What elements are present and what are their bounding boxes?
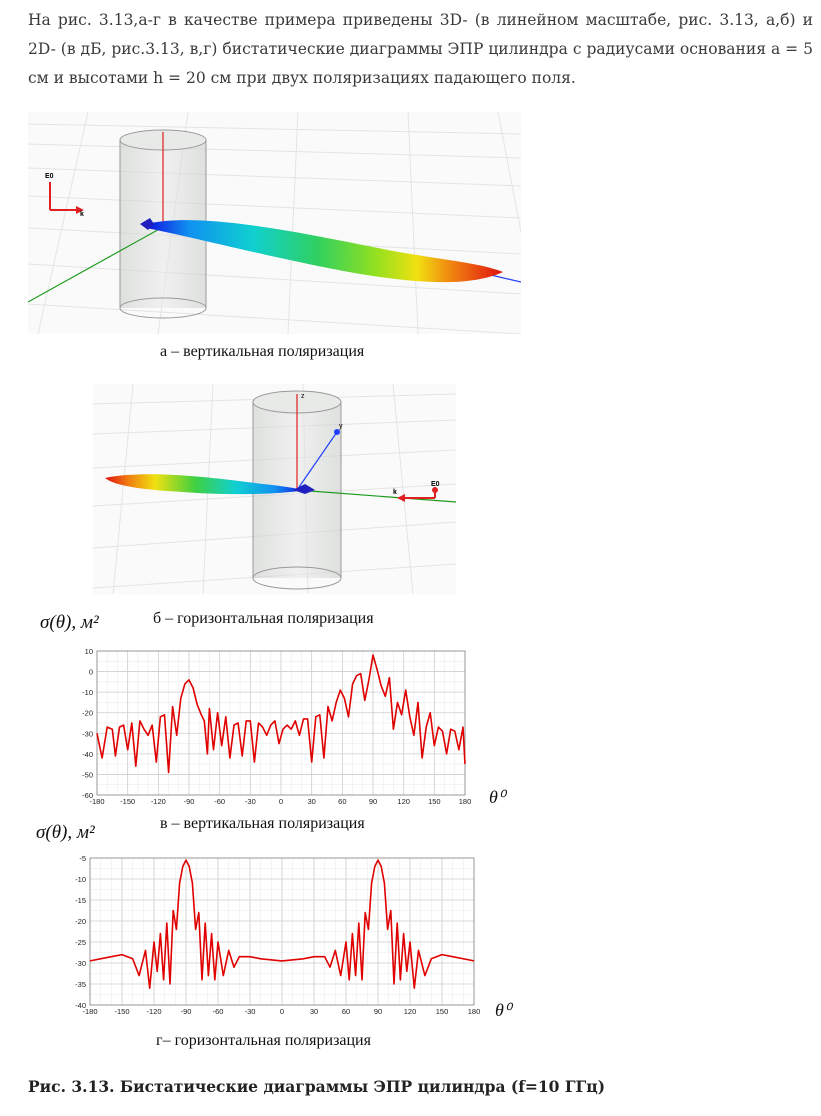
e0-k-axis-indicator: E0 k bbox=[45, 173, 84, 218]
chart-g-xtick-label: -60 bbox=[213, 1007, 224, 1016]
e0-label-b: E0 bbox=[431, 481, 440, 488]
chart-v-xlabel: θ⁰ bbox=[489, 787, 506, 807]
figure-b-3d-pattern: z y k E0 bbox=[93, 384, 456, 594]
chart-v-xtick-label: -90 bbox=[184, 797, 195, 806]
chart-v-xtick-label: 60 bbox=[338, 797, 346, 806]
figure-a-caption: а – вертикальная поляризация bbox=[160, 343, 365, 360]
chart-g-xtick-label: -30 bbox=[245, 1007, 256, 1016]
chart-v: -180 -150 -120 -90 -60 -30 0 30 60 90 120 150 180 10 0… bbox=[82, 647, 472, 806]
chart-v-ytick-label: -60 bbox=[82, 791, 93, 800]
chart-v-xtick-label: 150 bbox=[428, 797, 441, 806]
chart-g-xlabel: θ⁰ bbox=[495, 1000, 512, 1020]
chart-g-series-line bbox=[89, 859, 475, 989]
chart-g-xtick-label: -180 bbox=[82, 1007, 97, 1016]
chart-v-xtick-label: 180 bbox=[459, 797, 472, 806]
chart-v-ytick-label: -50 bbox=[82, 770, 93, 779]
chart-g-ytick-label: -25 bbox=[75, 938, 86, 947]
y-axis-blue-b bbox=[296, 431, 338, 491]
figure-v-caption: в – вертикальная поляризация bbox=[160, 815, 365, 832]
chart-v-xtick-label: 0 bbox=[279, 797, 283, 806]
e0-k-axis-indicator-b: k E0 bbox=[393, 481, 440, 502]
chart-v-ytick-label: 10 bbox=[85, 647, 93, 656]
k-label: k bbox=[80, 211, 84, 218]
chart-g-xtick-label: 90 bbox=[374, 1007, 382, 1016]
figure-b-caption: б – горизонтальная поляризация bbox=[153, 610, 374, 627]
figure-caption: Рис. 3.13. Бистатические диаграммы ЭПР ц… bbox=[28, 1077, 606, 1096]
chart-v-ytick-label: -20 bbox=[82, 709, 93, 718]
figure-b-svg: z y k E0 bbox=[93, 384, 456, 594]
chart-v-ytick-label: -30 bbox=[82, 729, 93, 738]
figure-a-3d-pattern: E0 k bbox=[28, 112, 521, 334]
chart-g-ytick-label: -20 bbox=[75, 917, 86, 926]
figure-g-caption: г– горизонтальная поляризация bbox=[156, 1032, 371, 1049]
chart-g-xtick-label: -90 bbox=[181, 1007, 192, 1016]
chart-g-xtick-label: 180 bbox=[468, 1007, 481, 1016]
chart-v-xtick-label: 120 bbox=[397, 797, 410, 806]
chart-g-xtick-label: -150 bbox=[114, 1007, 129, 1016]
chart-v-gridlines bbox=[96, 650, 466, 796]
chart-g-ytick-label: -30 bbox=[75, 959, 86, 968]
chart-g-ytick-label: -5 bbox=[79, 854, 86, 863]
chart-g-xtick-label: -120 bbox=[146, 1007, 161, 1016]
chart-g-xtick-label: 150 bbox=[436, 1007, 449, 1016]
chart-v-xtick-label: 90 bbox=[369, 797, 377, 806]
chart-g-xtick-label: 60 bbox=[342, 1007, 350, 1016]
chart-g-ytick-label: -40 bbox=[75, 1001, 86, 1010]
chart-g-plot-frame bbox=[89, 857, 475, 1006]
chart-g-gridlines bbox=[89, 857, 475, 1006]
chart-v-ytick-label: -40 bbox=[82, 750, 93, 759]
intro-paragraph: На рис. 3.13,а-г в качестве примера прив… bbox=[28, 11, 813, 87]
chart-v-xtick-label: 30 bbox=[307, 797, 315, 806]
k-label-b: k bbox=[393, 489, 397, 496]
chart-v-xtick-label: -120 bbox=[151, 797, 166, 806]
chart-g-xtick-label: 0 bbox=[280, 1007, 284, 1016]
chart-g-ytick-label: -15 bbox=[75, 896, 86, 905]
figure-a-svg: E0 k bbox=[28, 112, 521, 334]
chart-v-plot-frame bbox=[96, 650, 466, 796]
y-label: y bbox=[339, 423, 343, 430]
rcs-lobe-b bbox=[105, 474, 305, 495]
chart-g: -180 -150 -120 -90 -60 -30 0 30 60 90 120 150 180 -5 -… bbox=[75, 854, 481, 1016]
chart-v-ylabel: σ(θ), м² bbox=[40, 612, 99, 633]
chart-g-xtick-label: 120 bbox=[404, 1007, 417, 1016]
chart-v-ytick-label: -10 bbox=[82, 688, 93, 697]
x-axis-green-b bbox=[296, 489, 456, 503]
chart-g-ytick-label: -35 bbox=[75, 980, 86, 989]
chart-v-ytick-label: 0 bbox=[89, 668, 93, 677]
chart-v-xtick-label: -180 bbox=[89, 797, 104, 806]
chart-v-xtick-label: -30 bbox=[245, 797, 256, 806]
chart-v-series-line bbox=[96, 654, 466, 774]
chart-g-ylabel: σ(θ), м² bbox=[36, 822, 95, 843]
rcs-lobe bbox=[146, 220, 503, 283]
e0-label: E0 bbox=[45, 173, 54, 180]
chart-g-ytick-label: -10 bbox=[75, 875, 86, 884]
z-label: z bbox=[301, 393, 305, 400]
x-axis-green bbox=[28, 226, 164, 303]
chart-v-xtick-label: -150 bbox=[120, 797, 135, 806]
chart-v-xtick-label: -60 bbox=[214, 797, 225, 806]
figure-a-grid bbox=[28, 112, 521, 334]
chart-g-xtick-label: 30 bbox=[310, 1007, 318, 1016]
